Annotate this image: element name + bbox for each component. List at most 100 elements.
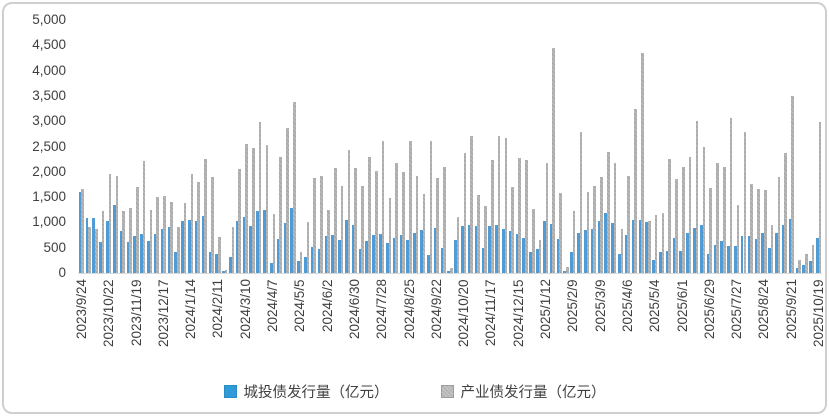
industrial-bond-bar [409, 140, 412, 273]
x-axis-tick-label: 2024/12/15 [510, 279, 526, 347]
industrial-bond-bar [272, 213, 276, 273]
urban-investment-bond-bar [495, 225, 498, 273]
urban-investment-bond-bar [194, 221, 198, 273]
industrial-bond-bar [129, 208, 132, 273]
x-axis-tick-label: 2025/6/1 [674, 279, 690, 332]
industrial-bond-bar [641, 52, 644, 273]
industrial-bond-bar [798, 260, 801, 273]
urban-investment-bond-bar [160, 228, 164, 273]
industrial-bond-bar [709, 187, 712, 273]
urban-investment-bond-bar [256, 210, 259, 273]
urban-investment-bond-bar [372, 235, 375, 273]
industrial-bond-bar [654, 214, 658, 273]
urban-investment-bond-bar [420, 230, 423, 273]
industrial-bond-bar [490, 160, 494, 273]
urban-investment-bond-bar [78, 192, 82, 273]
urban-investment-bond-bar [768, 247, 771, 273]
industrial-bond-bar [531, 208, 535, 273]
urban-investment-bond-bar [502, 228, 505, 273]
industrial-bond-bar [258, 121, 262, 273]
x-axis-tick-label: 2024/5/5 [292, 279, 308, 332]
urban-investment-bond-bar [481, 247, 485, 273]
industrial-bond-bar [170, 202, 173, 273]
urban-investment-bond-bar [126, 241, 130, 273]
x-axis-line [78, 273, 822, 274]
industrial-bond-bar [101, 210, 105, 273]
urban-investment-bond-bar [215, 253, 218, 273]
x-axis-tick-label: 2024/2/11 [210, 279, 226, 339]
urban-investment-bond-bar [235, 221, 239, 273]
industrial-bond-bar [613, 163, 617, 273]
urban-investment-bond-bar [583, 230, 587, 273]
urban-investment-bond-bar [597, 221, 601, 273]
urban-investment-bond-bar [249, 225, 253, 273]
industrial-bond-bar [422, 193, 426, 273]
x-axis-tick-label: 2024/8/25 [401, 279, 417, 340]
industrial-bond-bar [340, 186, 344, 273]
industrial-bond-bar [443, 166, 446, 273]
legend-item-industrial-bond: 产业债发行量（亿元） [440, 381, 606, 402]
urban-investment-bond-bar [809, 261, 812, 273]
industrial-bond-bar [777, 176, 781, 273]
urban-investment-bond-bar [638, 219, 642, 273]
y-axis-tick-label: 3,500 [32, 87, 66, 103]
industrial-bond-bar [136, 186, 139, 273]
urban-investment-bond-bar [508, 231, 512, 273]
urban-investment-bond-bar [781, 224, 785, 273]
x-axis-tick-label: 2024/1/14 [183, 279, 199, 340]
urban-investment-bond-bar [324, 236, 328, 273]
urban-investment-bond-bar [734, 245, 737, 273]
urban-investment-bond-bar [106, 221, 109, 273]
urban-investment-bond-bar [645, 222, 648, 273]
industrial-bond-bar [395, 162, 398, 273]
industrial-bond-bar [163, 195, 166, 273]
x-axis-tick-label: 2024/7/28 [374, 279, 390, 340]
urban-investment-bond-bar [208, 251, 212, 273]
industrial-bond-bar [320, 176, 323, 273]
x-axis-tick-label: 2025/2/9 [565, 279, 581, 332]
urban-investment-bond-bar [85, 217, 89, 273]
industrial-bond-bar [381, 140, 385, 273]
urban-investment-bond-bar [624, 235, 628, 273]
y-axis-tick-label: 1,000 [32, 214, 66, 230]
industrial-bond-bar [606, 152, 610, 273]
industrial-bond-bar [327, 209, 330, 273]
urban-investment-bond-bar [365, 241, 369, 273]
industrial-bond-bar [518, 158, 521, 273]
industrial-bond-swatch-icon [440, 384, 454, 398]
urban-investment-bond-bar [652, 260, 655, 273]
urban-investment-bond-bar [542, 221, 546, 273]
y-axis-tick-label: 1,500 [32, 189, 66, 205]
industrial-bond-bar [579, 132, 583, 273]
x-axis-tick-label: 2025/7/27 [729, 279, 745, 340]
industrial-bond-bar [252, 148, 255, 273]
industrial-bond-bar [736, 205, 740, 273]
urban-investment-bond-bar [727, 245, 730, 273]
x-axis-tick-label: 2024/11/17 [483, 279, 499, 346]
industrial-bond-bar [238, 169, 241, 273]
industrial-bond-bar [429, 141, 433, 273]
urban-investment-bond-bar [440, 247, 444, 273]
x-axis-tick-label: 2024/9/22 [428, 279, 444, 340]
urban-investment-bond-bar [276, 239, 280, 273]
x-axis-tick-label: 2024/6/2 [319, 279, 335, 332]
industrial-bond-bar [743, 131, 747, 273]
x-axis-tick-label: 2025/3/9 [592, 279, 608, 332]
industrial-bond-bar [586, 191, 590, 273]
urban-investment-bond-bar [474, 225, 478, 273]
urban-investment-bond-bar [488, 225, 491, 273]
urban-investment-bond-bar [119, 231, 123, 273]
industrial-bond-bar [511, 186, 515, 273]
urban-investment-bond-bar [570, 251, 573, 273]
urban-investment-bond-bar [747, 235, 751, 273]
urban-investment-bond-bar [379, 234, 382, 273]
urban-investment-bond-bar [167, 226, 171, 273]
industrial-bond-bar [149, 209, 153, 273]
urban-investment-bond-bar [467, 224, 471, 273]
industrial-bond-bar [211, 176, 214, 273]
x-axis-tick-label: 2024/3/10 [237, 279, 253, 340]
x-axis-tick-label: 2024/6/30 [346, 279, 362, 340]
industrial-bond-bar [572, 210, 576, 273]
urban-investment-bond-bar [590, 228, 594, 273]
industrial-bond-bar [668, 159, 672, 273]
